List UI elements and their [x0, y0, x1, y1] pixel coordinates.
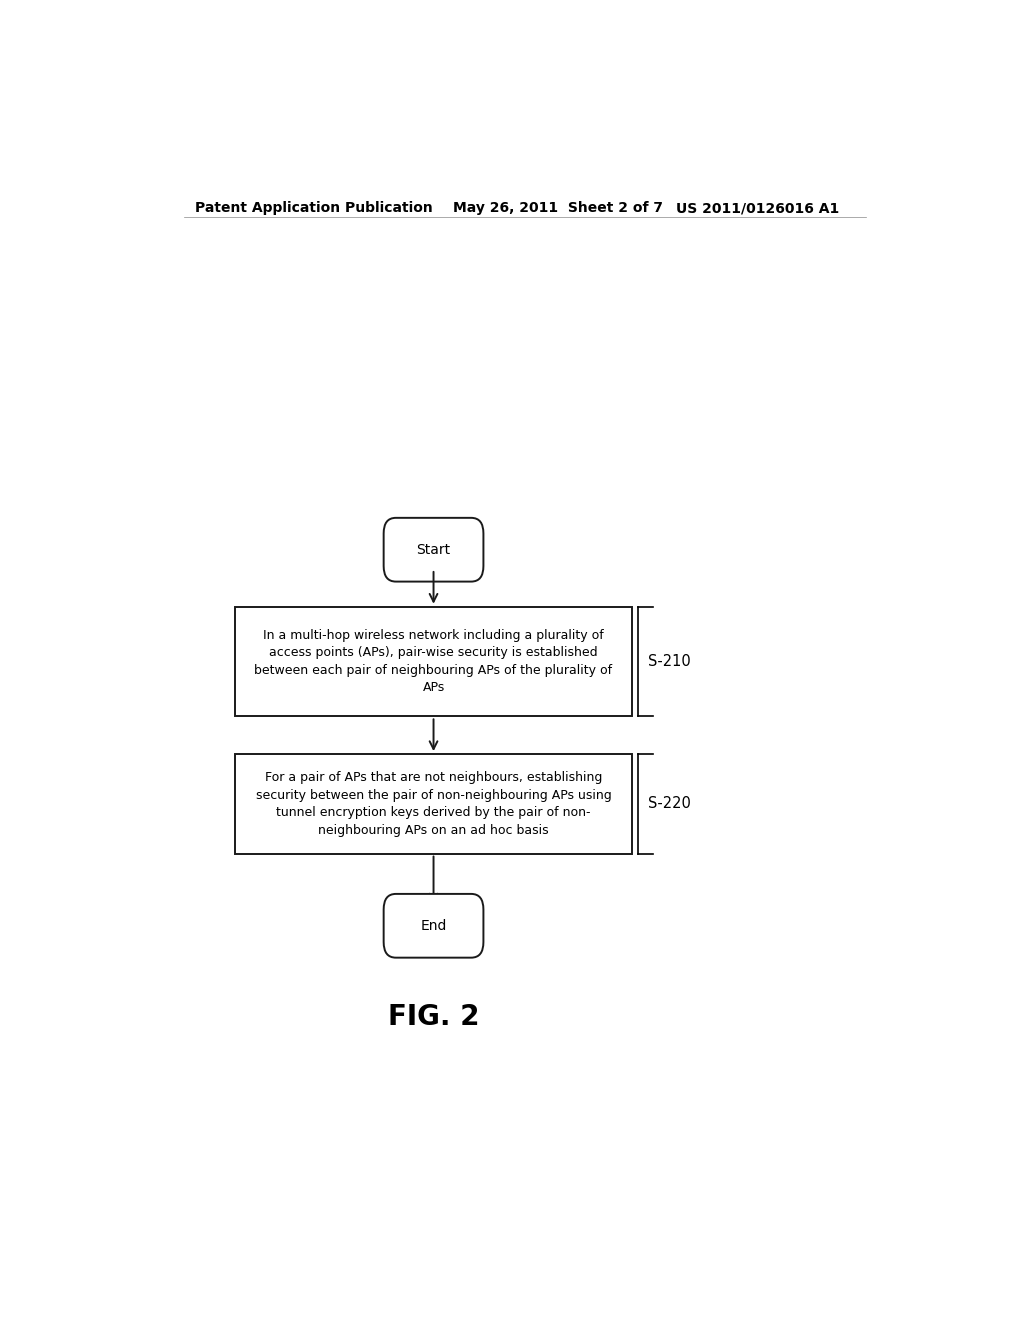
FancyBboxPatch shape [384, 517, 483, 582]
Text: S-210: S-210 [648, 653, 690, 669]
Text: Start: Start [417, 543, 451, 557]
Bar [236, 754, 632, 854]
Text: May 26, 2011  Sheet 2 of 7: May 26, 2011 Sheet 2 of 7 [454, 201, 664, 215]
Text: End: End [420, 919, 446, 933]
Bar [236, 607, 632, 717]
FancyBboxPatch shape [384, 894, 483, 957]
Text: FIG. 2: FIG. 2 [388, 1003, 479, 1031]
Text: Patent Application Publication: Patent Application Publication [196, 201, 433, 215]
Text: S-220: S-220 [648, 796, 690, 812]
Text: In a multi-hop wireless network including a plurality of
access points (APs), pa: In a multi-hop wireless network includin… [255, 628, 612, 694]
Text: For a pair of APs that are not neighbours, establishing
security between the pai: For a pair of APs that are not neighbour… [256, 771, 611, 837]
Text: US 2011/0126016 A1: US 2011/0126016 A1 [676, 201, 839, 215]
